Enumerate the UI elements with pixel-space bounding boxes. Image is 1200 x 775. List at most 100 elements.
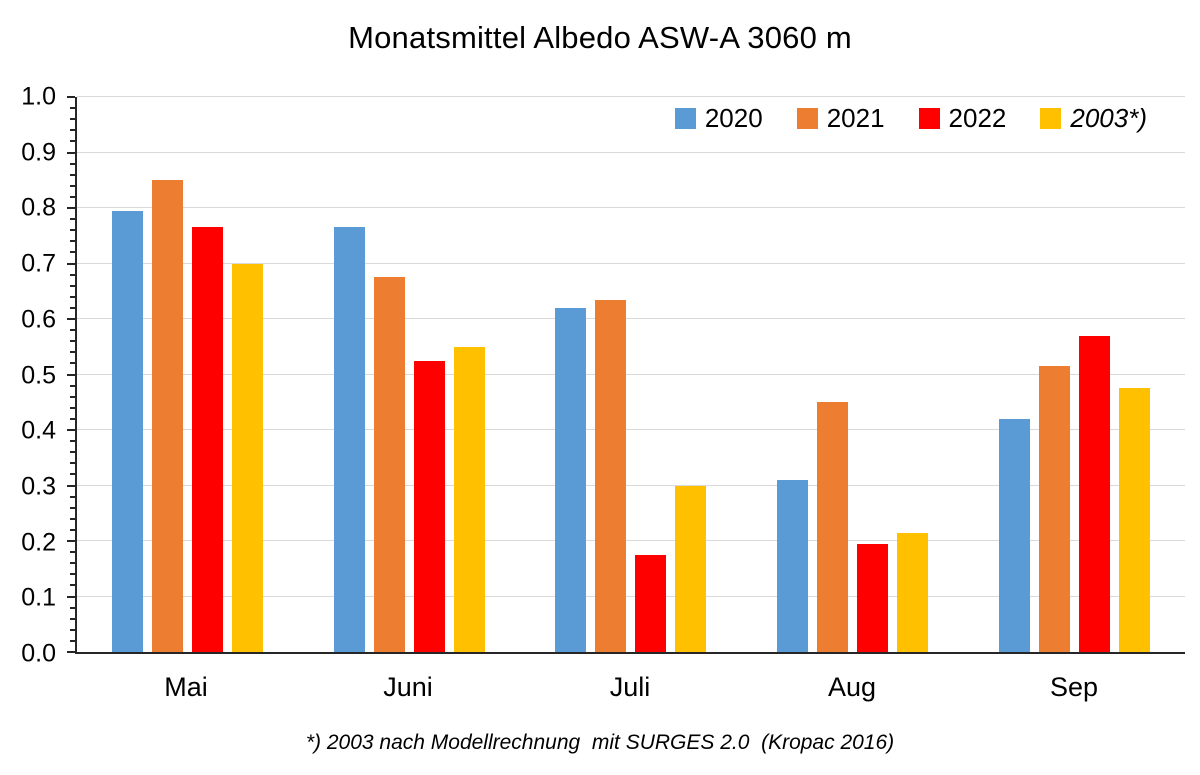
y-minor-tick [70, 573, 75, 576]
y-minor-tick [70, 107, 75, 110]
y-major-tick [67, 318, 75, 320]
y-minor-tick [70, 506, 75, 509]
y-axis-label-0.4: 0.4 [21, 416, 56, 445]
legend-label: 2022 [948, 103, 1007, 133]
y-major-tick [67, 484, 75, 487]
bar-sep-2020 [998, 418, 1030, 652]
y-minor-tick [70, 329, 75, 332]
y-minor-tick [70, 384, 75, 387]
y-minor-tick [70, 273, 75, 276]
legend-swatch-icon [796, 107, 818, 129]
bar-aug-2021 [817, 402, 849, 652]
bar-juni-2022 [413, 360, 445, 652]
gridline-0.5 [77, 373, 1185, 375]
y-minor-tick [70, 406, 75, 409]
bar-sep-2022 [1078, 335, 1110, 652]
bar-mai-2020 [112, 210, 144, 652]
y-minor-tick [70, 340, 75, 343]
y-minor-tick [70, 229, 75, 232]
y-axis-label-0.1: 0.1 [21, 583, 56, 612]
y-minor-tick [70, 440, 75, 443]
legend-swatch-icon [674, 107, 696, 129]
chart-title: Monatsmittel Albedo ASW-A 3060 m [348, 20, 852, 55]
gridline-0.1 [77, 595, 1185, 597]
y-minor-tick [70, 362, 75, 365]
bar-juni-2003 [453, 346, 485, 652]
bar-group-aug [742, 97, 964, 652]
y-minor-tick [70, 639, 75, 642]
y-minor-tick [70, 184, 75, 187]
y-minor-tick [70, 284, 75, 287]
y-minor-tick [70, 306, 75, 309]
y-minor-tick [70, 351, 75, 354]
y-minor-tick [70, 173, 75, 176]
bar-juli-2020 [555, 307, 587, 652]
bar-group-mai [77, 97, 299, 652]
bar-mai-2021 [152, 180, 184, 652]
bar-group-sep [963, 97, 1185, 652]
bar-aug-2003 [897, 532, 929, 652]
y-major-tick [67, 262, 75, 265]
x-axis-label-juli: Juli [609, 672, 651, 702]
gridline-0.7 [77, 262, 1185, 264]
bar-juli-2003 [675, 485, 707, 652]
gridline-0.2 [77, 540, 1185, 541]
x-axis-label-aug: Aug [827, 672, 877, 702]
footnote: *) 2003 nach Modellrechnung mit SURGES 2… [305, 731, 895, 754]
plot-area: 2020 2021 2022 2003*) [67, 96, 1185, 654]
y-minor-tick [70, 251, 75, 254]
y-minor-tick [70, 162, 75, 165]
y-axis-label-0.9: 0.9 [21, 138, 56, 167]
bar-aug-2020 [777, 479, 809, 652]
gridline-0.3 [77, 484, 1185, 486]
bar-mai-2022 [192, 227, 224, 652]
legend-label: 2020 [704, 103, 763, 133]
x-axis-labels: Mai Juni Juli Aug Sep [75, 672, 1185, 703]
bar-juli-2022 [635, 554, 667, 652]
y-minor-tick [70, 528, 75, 531]
y-axis-label-1.0: 1.0 [21, 82, 56, 111]
y-axis-label-0.6: 0.6 [21, 305, 56, 334]
y-minor-tick [70, 218, 75, 221]
bar-juni-2021 [373, 277, 405, 652]
y-major-tick [67, 96, 75, 98]
legend-label: 2003*) [1070, 103, 1147, 133]
bar-group-juli [520, 97, 742, 652]
legend-swatch-icon [1040, 107, 1062, 129]
y-major-tick [67, 651, 75, 653]
y-minor-tick [70, 118, 75, 121]
y-minor-tick [70, 462, 75, 465]
y-major-tick [67, 429, 75, 431]
y-minor-tick [70, 417, 75, 420]
legend-item-2020: 2020 [674, 103, 763, 133]
gridline-0.6 [77, 318, 1185, 319]
y-axis-labels: 0.0 0.1 0.2 0.3 0.4 0.5 0.6 0.7 0.8 0.9 1.0 [0, 84, 56, 666]
y-major-tick [67, 373, 75, 376]
bar-group-juni [299, 97, 521, 652]
y-major-tick [67, 595, 75, 598]
y-minor-tick [70, 495, 75, 498]
y-major-tick [67, 207, 75, 209]
x-axis-label-sep: Sep [1049, 672, 1099, 702]
y-minor-tick [70, 395, 75, 398]
y-minor-tick [70, 584, 75, 587]
y-minor-tick [70, 562, 75, 565]
gridline-0.9 [77, 151, 1185, 153]
bar-sep-2021 [1038, 366, 1070, 652]
y-minor-tick [70, 551, 75, 554]
gridline-0.8 [77, 207, 1185, 208]
bar-juli-2021 [595, 299, 627, 652]
y-major-tick [67, 540, 75, 542]
bar-sep-2003 [1118, 388, 1150, 652]
bar-juni-2020 [333, 227, 365, 652]
y-axis-label-0.2: 0.2 [21, 528, 56, 557]
y-minor-tick [70, 140, 75, 143]
y-minor-tick [70, 129, 75, 132]
y-major-tick [67, 151, 75, 154]
legend-swatch-icon [918, 107, 940, 129]
legend-item-2022: 2022 [918, 103, 1007, 133]
gridline-1.0 [77, 96, 1185, 97]
y-axis-label-0.8: 0.8 [21, 193, 56, 222]
y-minor-tick [70, 473, 75, 476]
